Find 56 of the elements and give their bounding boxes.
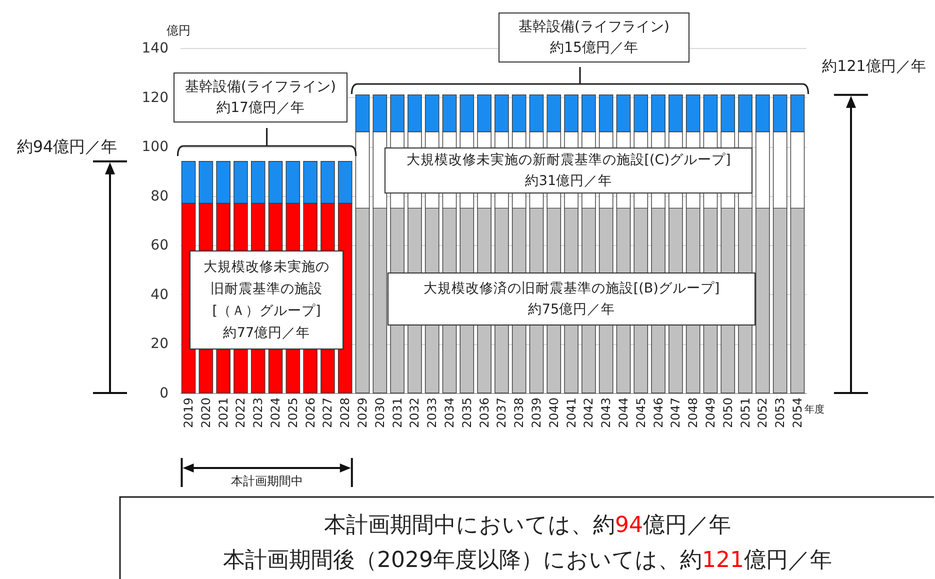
x-tick-label: 2043	[599, 398, 614, 428]
x-tick-label: 2023	[251, 398, 266, 428]
x-tick-label: 2040	[546, 398, 561, 428]
y-tick-label: 80	[150, 188, 168, 204]
x-tick-label: 2020	[198, 398, 213, 428]
y-tick-label: 40	[150, 286, 168, 303]
annotation: 大規模改修済の旧耐震基準の施設[(B)グループ]約75億円／年	[423, 280, 720, 318]
x-tick-label: 2049	[703, 398, 718, 428]
text: 本計画期間中においては、約94億円／年	[324, 512, 731, 538]
y-tick-label: 120	[142, 90, 168, 106]
y-tick-label: 0	[160, 386, 168, 402]
x-tick-label: 2039	[529, 398, 544, 428]
x-tick-label: 2044	[616, 398, 630, 428]
x-tick-label: 2051	[738, 398, 752, 428]
x-tick-label: 2045	[634, 398, 648, 428]
annotation: 大規模改修未実施の新耐震基準の施設[(C)グループ]約31億円／年	[406, 152, 731, 189]
x-tick-label: 2048	[686, 398, 700, 428]
x-tick-label: 2042	[582, 398, 596, 428]
y-tick-label: 20	[150, 336, 168, 352]
y-tick-label: 140	[142, 40, 168, 56]
text: 本計画期間後（2029年度以降）においては、約121億円／年	[223, 548, 832, 572]
x-tick-label: 2019	[182, 398, 196, 428]
x-tick-label: 2054	[790, 398, 804, 428]
x-tick-label: 2034	[442, 398, 457, 428]
x-tick-label: 2030	[372, 398, 387, 428]
x-tick-label: 2031	[390, 398, 404, 428]
y-tick-label: 100	[142, 139, 168, 156]
x-tick-label: 2046	[651, 398, 666, 428]
text: 約121億円／年	[822, 57, 926, 75]
text: 約94億円／年	[16, 136, 118, 156]
x-tick-label: 2025	[286, 398, 300, 428]
x-tick-label: 2047	[668, 398, 683, 428]
x-tick-label: 2021	[216, 398, 230, 428]
x-tick-label: 2050	[720, 398, 735, 428]
x-tick-label: 2037	[494, 398, 509, 428]
text: 本計画期間中	[230, 474, 303, 488]
x-tick-label: 2053	[773, 398, 788, 428]
x-tick-label: 2038	[512, 398, 526, 428]
x-tick-label: 2033	[425, 398, 440, 428]
annotation: 基幹設備(ライフライン)約17億円／年	[185, 79, 336, 116]
x-tick-label: 2032	[408, 398, 422, 428]
x-tick-label: 2024	[268, 398, 283, 428]
y-tick-label: 60	[150, 238, 168, 254]
y-axis-title: 億円	[166, 24, 190, 38]
x-tick-label: 2029	[356, 398, 370, 428]
x-axis-title: 年度	[804, 404, 824, 416]
x-tick-label: 2027	[320, 398, 335, 428]
x-tick-label: 2036	[477, 398, 492, 428]
x-tick-label: 2041	[564, 398, 578, 428]
x-tick-label: 2035	[460, 398, 474, 428]
annotation: 大規模改修未実施の旧耐震基準の施設[（Ａ）グループ]約77億円／年	[204, 259, 330, 341]
x-tick-label: 2022	[234, 398, 248, 428]
x-tick-label: 2028	[338, 398, 352, 428]
annotation: 基幹設備(ライフライン)約15億円／年	[518, 19, 670, 56]
x-tick-label: 2026	[303, 398, 318, 428]
x-tick-label: 2052	[756, 398, 770, 428]
